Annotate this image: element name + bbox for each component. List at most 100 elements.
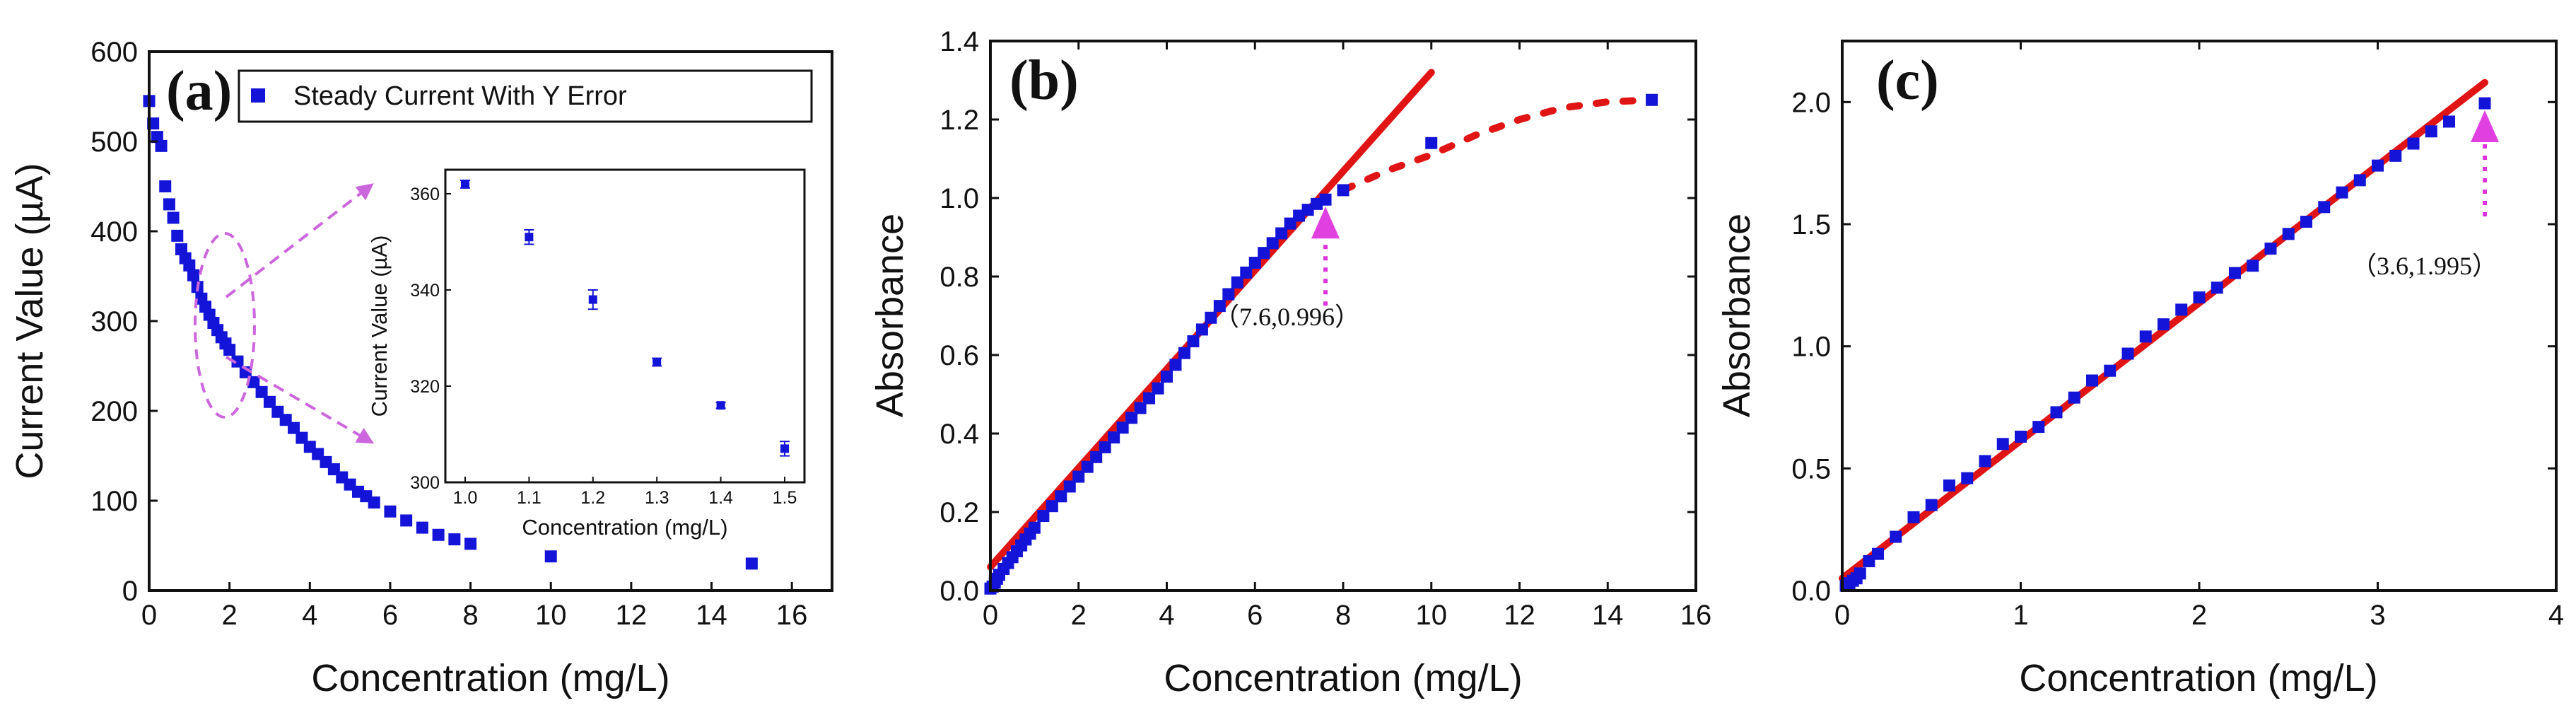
data-point xyxy=(223,344,236,356)
panel-a-y-tick-label: 400 xyxy=(90,216,138,248)
inset-data-point xyxy=(652,358,662,366)
panel-b-y-tick-label: 1.0 xyxy=(939,183,979,214)
panel-a-y-tick-label: 500 xyxy=(90,127,138,158)
panel-c: 0 1 2 3 4 0.0 0.5 1.0 1.5 2.0 (c) （3.6,1.995） Co… xyxy=(1716,40,2564,699)
panel-b-y-tick-label: 0.6 xyxy=(939,340,979,371)
panel-a-arrow-upper xyxy=(225,183,374,298)
data-point xyxy=(368,496,380,509)
data-point xyxy=(400,514,413,527)
panel-b: 0 2 4 6 8 10 12 14 16 0.0 0.2 0.4 0.6 0.8 1.0 1.2 1.4 (… xyxy=(869,26,1711,699)
data-point xyxy=(255,385,268,398)
panel-a-inset-frame xyxy=(444,168,806,484)
panel-c-y-tick-label: 0.0 xyxy=(1791,576,1831,607)
data-point xyxy=(2264,243,2277,255)
data-point xyxy=(1161,371,1173,383)
panel-b-x-tick-label: 10 xyxy=(1416,600,1448,631)
data-point xyxy=(2336,186,2348,199)
panel-a-y-tick-label: 300 xyxy=(90,306,138,337)
inset-x-tick-label: 1.3 xyxy=(645,488,669,508)
data-point xyxy=(2353,174,2366,187)
inset-x-tick-label: 1.5 xyxy=(773,488,797,508)
data-point xyxy=(1099,441,1111,453)
panel-b-x-tick-label: 2 xyxy=(1071,600,1087,631)
panel-a: 0 2 4 6 8 10 12 14 16 0 100 200 300 400 500 600 (a) St… xyxy=(8,37,833,699)
panel-c-x-tick-label: 2 xyxy=(2191,600,2207,631)
panel-c-points xyxy=(1839,97,2491,592)
data-point xyxy=(2282,228,2295,240)
panel-b-ylabel: Absorbance xyxy=(869,214,911,417)
panel-b-xlabel: Concentration (mg/L) xyxy=(1164,657,1522,699)
data-point xyxy=(159,180,172,192)
panel-a-x-tick-label: 10 xyxy=(535,600,567,631)
data-point xyxy=(2139,330,2152,343)
data-point xyxy=(1872,547,1884,560)
inset-y-tick-label: 320 xyxy=(410,377,440,397)
data-point xyxy=(1222,288,1235,301)
panel-b-x-tick-label: 0 xyxy=(983,600,998,631)
data-point xyxy=(1337,184,1350,197)
inset-y-tick-label: 360 xyxy=(410,185,440,204)
panel-b-x-tick-label: 16 xyxy=(1680,600,1712,631)
data-point xyxy=(416,521,428,534)
panel-a-xlabel: Concentration (mg/L) xyxy=(311,657,669,699)
data-point xyxy=(2086,374,2098,387)
panel-c-x-tick-label: 0 xyxy=(1834,600,1850,631)
data-point xyxy=(1213,300,1226,313)
panel-b-y-ticks: 0.0 0.2 0.4 0.6 0.8 1.0 1.2 1.4 xyxy=(939,26,1696,607)
panel-a-inset-xlabel: Concentration (mg/L) xyxy=(522,515,727,540)
panel-a-y-tick-label: 600 xyxy=(90,37,138,68)
data-point xyxy=(2032,421,2045,434)
data-point xyxy=(448,533,461,546)
data-point xyxy=(1195,323,1208,336)
data-point xyxy=(2300,216,2312,228)
data-point xyxy=(167,211,180,224)
panel-a-x-tick-label: 6 xyxy=(382,600,398,631)
panel-c-y-tick-label: 1.0 xyxy=(1791,332,1831,363)
panel-b-annotation-arrowhead xyxy=(1311,207,1340,239)
panel-a-inset: 1.0 1.1 1.2 1.3 1.4 1.5 300 320 340 360 Concentr… xyxy=(367,168,806,540)
data-point xyxy=(1152,382,1164,395)
panel-b-saturation-curve xyxy=(1340,96,1656,194)
panel-c-annotation-text: （3.6,1.995） xyxy=(2351,252,2498,280)
data-point xyxy=(2175,303,2188,316)
data-point xyxy=(1205,311,1217,324)
panel-c-y-tick-label: 0.5 xyxy=(1791,453,1831,484)
data-point xyxy=(1907,511,1920,523)
data-point xyxy=(2193,291,2206,304)
panel-b-x-tick-label: 6 xyxy=(1247,600,1263,631)
data-point xyxy=(231,355,244,368)
data-point xyxy=(1108,431,1120,444)
data-point xyxy=(1081,460,1094,473)
inset-x-tick-label: 1.0 xyxy=(453,488,478,508)
data-point xyxy=(2407,137,2420,150)
data-point xyxy=(1125,412,1138,424)
panel-b-x-tick-label: 12 xyxy=(1504,600,1535,631)
panel-c-y-tick-label: 2.0 xyxy=(1791,87,1831,118)
panel-a-x-tick-label: 16 xyxy=(776,600,808,631)
panel-a-letter: (a) xyxy=(166,60,232,122)
panel-b-letter: (b) xyxy=(1009,50,1079,112)
data-point xyxy=(1028,521,1041,534)
data-point xyxy=(1854,567,1866,580)
panel-a-inset-x-ticks: 1.0 1.1 1.2 1.3 1.4 1.5 xyxy=(453,477,797,508)
inset-x-tick-label: 1.4 xyxy=(708,488,733,508)
panel-b-x-tick-label: 4 xyxy=(1159,600,1174,631)
data-point xyxy=(1258,247,1270,260)
data-point xyxy=(464,537,477,550)
data-point xyxy=(1266,237,1279,250)
panel-a-highlight-ellipse xyxy=(194,232,256,419)
data-point xyxy=(1240,266,1253,279)
data-point xyxy=(2158,318,2170,331)
data-point xyxy=(1275,227,1288,240)
data-point xyxy=(1090,450,1103,463)
data-point xyxy=(1134,402,1147,414)
data-point xyxy=(2050,406,2063,419)
data-point xyxy=(1143,392,1156,405)
data-point xyxy=(155,139,168,152)
panel-c-y-ticks: 0.0 0.5 1.0 1.5 2.0 xyxy=(1791,87,2556,607)
data-point xyxy=(187,269,200,281)
data-point xyxy=(1063,480,1076,493)
panel-b-y-tick-label: 0.0 xyxy=(939,576,979,607)
panel-a-legend-marker xyxy=(251,88,265,103)
data-point xyxy=(1037,510,1050,523)
